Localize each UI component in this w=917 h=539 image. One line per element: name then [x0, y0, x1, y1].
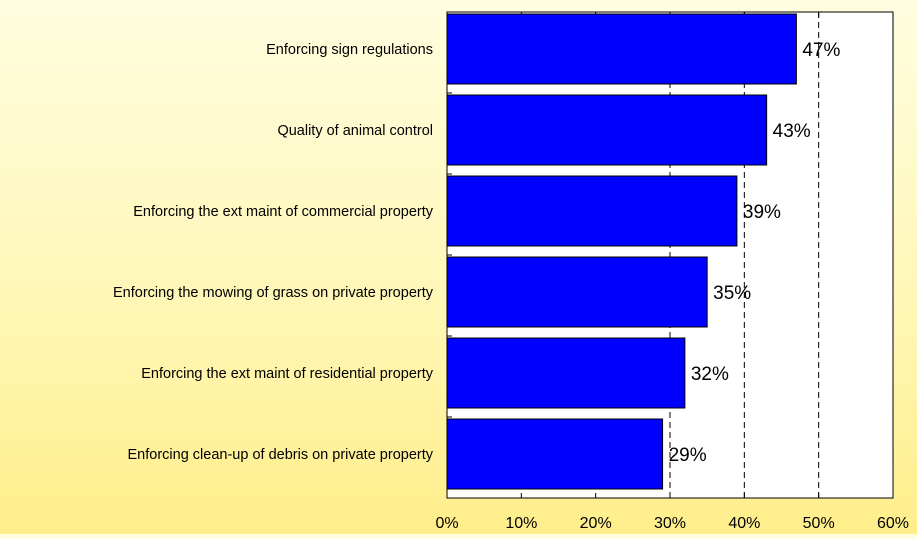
- category-label: Quality of animal control: [277, 123, 433, 139]
- category-label: Enforcing the ext maint of commercial pr…: [133, 204, 434, 220]
- data-label: 47%: [802, 40, 840, 61]
- bars: [446, 13, 797, 490]
- bar: [446, 337, 686, 409]
- category-label: Enforcing the ext maint of residential p…: [141, 366, 434, 382]
- x-tick-label: 30%: [654, 515, 686, 532]
- data-label: 29%: [669, 445, 707, 466]
- category-label: Enforcing clean-up of debris on private …: [128, 447, 434, 463]
- category-label: Enforcing the mowing of grass on private…: [113, 285, 434, 301]
- data-label: 39%: [743, 202, 781, 223]
- gridlines: [669, 12, 820, 498]
- data-label: 32%: [691, 364, 729, 385]
- bar: [446, 13, 797, 85]
- x-tick-label: 60%: [877, 515, 909, 532]
- category-label: Enforcing sign regulations: [266, 42, 433, 58]
- bar: [446, 418, 664, 490]
- data-label: 35%: [713, 283, 751, 304]
- data-label: 43%: [773, 121, 811, 142]
- x-tick-label: 10%: [505, 515, 537, 532]
- x-tick-label: 0%: [435, 515, 458, 532]
- x-tick-label: 20%: [580, 515, 612, 532]
- bar: [446, 256, 708, 328]
- bar: [446, 175, 738, 247]
- x-tick-label: 50%: [803, 515, 835, 532]
- labels: 0% 10% 20% 30% 40% 50% 60% Enforcing sign regul…: [113, 40, 909, 532]
- bar: [446, 94, 768, 166]
- x-tick-label: 40%: [728, 515, 760, 532]
